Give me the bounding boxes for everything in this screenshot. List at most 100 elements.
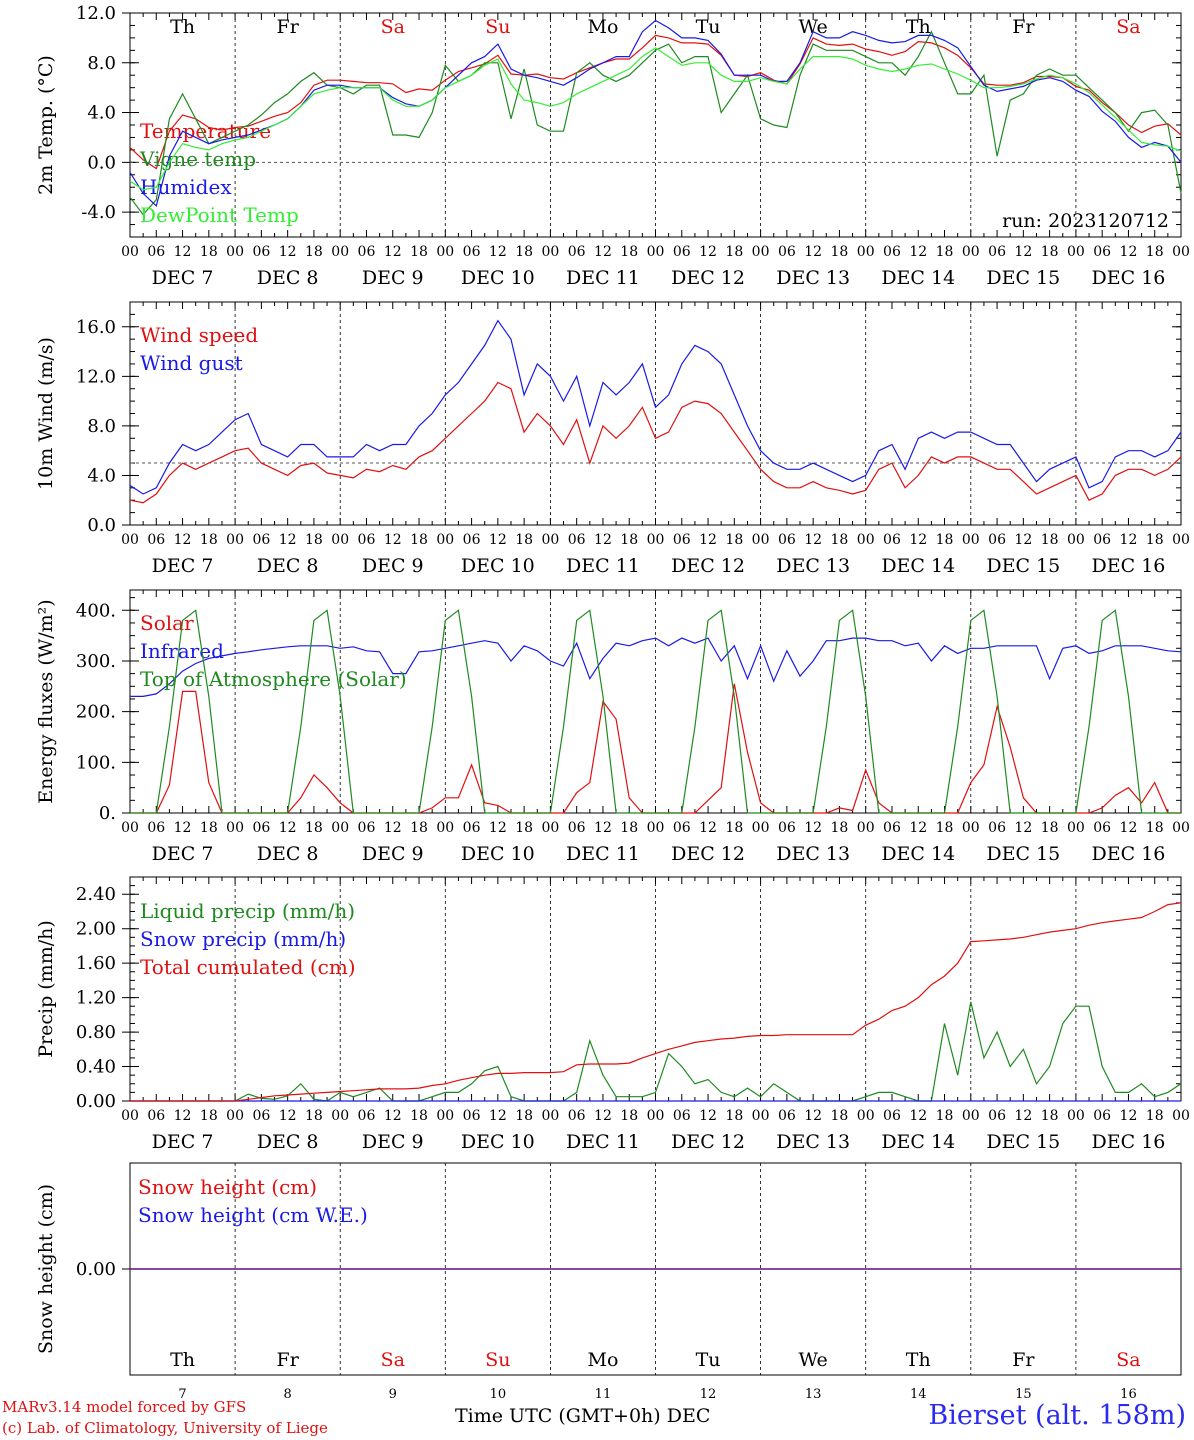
hour-tick-label: 12 <box>279 244 297 260</box>
hour-tick-label: 12 <box>174 820 192 836</box>
hour-tick-label: 00 <box>857 1108 875 1124</box>
hour-tick-label: 12 <box>1014 244 1032 260</box>
date-label: DEC 12 <box>671 267 745 289</box>
date-label: DEC 9 <box>362 1131 424 1153</box>
hour-tick-label: 00 <box>962 532 980 548</box>
model-credit: MARv3.14 model forced by GFS <box>2 1398 247 1416</box>
weekday-label: Sa <box>1116 1349 1140 1371</box>
hour-tick-label: 00 <box>1067 1108 1085 1124</box>
hour-tick-label: 18 <box>831 820 849 836</box>
date-label: DEC 14 <box>881 843 955 865</box>
date-label: DEC 10 <box>461 267 535 289</box>
hour-tick-label: 06 <box>673 1108 691 1124</box>
hour-tick-label: 12 <box>174 532 192 548</box>
hour-tick-label: 00 <box>1067 244 1085 260</box>
hour-tick-label: 18 <box>725 820 743 836</box>
hour-tick-label: 06 <box>358 820 376 836</box>
hour-tick-label: 06 <box>778 532 796 548</box>
series-line-infrared <box>130 637 1182 697</box>
hour-tick-label: 12 <box>1014 532 1032 548</box>
date-label: DEC 15 <box>986 843 1060 865</box>
date-label: DEC 9 <box>362 267 424 289</box>
date-label: DEC 7 <box>152 843 214 865</box>
hour-tick-label: 18 <box>515 244 533 260</box>
legend-entry: DewPoint Temp <box>140 203 299 227</box>
hour-tick-label: 06 <box>988 820 1006 836</box>
weekday-label: Fr <box>277 1349 300 1371</box>
hour-tick-label: 06 <box>1093 532 1111 548</box>
hour-tick-label: 00 <box>857 532 875 548</box>
hour-tick-label: 06 <box>358 532 376 548</box>
hour-tick-label: 18 <box>410 1108 428 1124</box>
hour-tick-label: 00 <box>647 532 665 548</box>
hour-tick-label: 12 <box>384 820 402 836</box>
hour-tick-label: 00 <box>331 244 349 260</box>
hour-tick-label: 18 <box>936 820 954 836</box>
hour-tick-label: 18 <box>200 244 218 260</box>
hour-tick-label: 06 <box>463 244 481 260</box>
panel-5: 0.00 Snow height (cm) Th Fr Sa Su Mo Tu We Th Fr Sa… <box>35 1162 1182 1402</box>
weekday-label: We <box>799 16 828 38</box>
hour-tick-label: 00 <box>1172 820 1190 836</box>
hour-tick-label: 12 <box>699 820 717 836</box>
series-line-temperature <box>129 34 1182 170</box>
date-label: DEC 11 <box>566 843 640 865</box>
hour-tick-label: 00 <box>541 532 559 548</box>
hour-tick-label: 18 <box>936 532 954 548</box>
day-number-label: 14 <box>910 1387 927 1402</box>
hour-tick-label: 18 <box>1041 532 1059 548</box>
hour-tick-label: 00 <box>647 244 665 260</box>
station-label: Bierset (alt. 158m) <box>928 1400 1186 1431</box>
hour-tick-label: 00 <box>962 820 980 836</box>
hour-tick-label: 00 <box>226 820 244 836</box>
hour-tick-label: 00 <box>331 532 349 548</box>
weekday-label: Th <box>170 1349 195 1371</box>
date-label: DEC 15 <box>986 1131 1060 1153</box>
hour-tick-label: 00 <box>1067 532 1085 548</box>
hour-tick-label: 12 <box>1120 244 1138 260</box>
hour-tick-label: 12 <box>489 532 507 548</box>
hour-tick-label: 12 <box>594 820 612 836</box>
hour-tick-label: 00 <box>436 244 454 260</box>
y-tick-label: 300. <box>76 651 116 672</box>
hour-tick-label: 18 <box>1041 1108 1059 1124</box>
y-tick-label: 2.40 <box>76 884 116 905</box>
hour-tick-label: 12 <box>384 1108 402 1124</box>
weekday-label: Sa <box>1116 16 1140 38</box>
hour-tick-label: 06 <box>778 820 796 836</box>
y-tick-label: 0.80 <box>76 1022 116 1043</box>
hour-tick-label: 06 <box>988 532 1006 548</box>
hour-tick-label: 18 <box>725 244 743 260</box>
weekday-label: Th <box>170 16 195 38</box>
hour-tick-label: 00 <box>857 244 875 260</box>
hour-tick-label: 18 <box>1041 820 1059 836</box>
hour-tick-label: 00 <box>331 820 349 836</box>
hour-tick-label: 06 <box>778 1108 796 1124</box>
date-label: DEC 7 <box>152 1131 214 1153</box>
hour-tick-label: 12 <box>804 532 822 548</box>
hour-tick-label: 18 <box>305 820 323 836</box>
series-line-wind-speed <box>129 381 1182 504</box>
hour-tick-label: 12 <box>1120 1108 1138 1124</box>
hour-tick-label: 12 <box>1014 820 1032 836</box>
date-label: DEC 9 <box>362 843 424 865</box>
date-label: DEC 8 <box>257 843 319 865</box>
date-label: DEC 10 <box>461 555 535 577</box>
weekday-label: Su <box>485 16 510 38</box>
date-label: DEC 12 <box>671 843 745 865</box>
y-tick-label: 0.00 <box>76 1091 116 1112</box>
y-tick-label: 2.00 <box>76 919 116 940</box>
date-label: DEC 16 <box>1092 843 1166 865</box>
y-tick-label: 400. <box>76 600 116 621</box>
weekday-label: Fr <box>1012 1349 1035 1371</box>
weekday-label: We <box>799 1349 828 1371</box>
hour-tick-label: 06 <box>252 244 270 260</box>
date-label: DEC 8 <box>257 1131 319 1153</box>
y-tick-label: 0. <box>99 803 116 824</box>
hour-tick-label: 18 <box>305 244 323 260</box>
time-axis-label: Time UTC (GMT+0h) DEC <box>455 1405 711 1427</box>
y-tick-label: 8.0 <box>87 416 116 437</box>
hour-tick-label: 18 <box>831 244 849 260</box>
hour-tick-label: 06 <box>1093 1108 1111 1124</box>
hour-tick-label: 12 <box>594 244 612 260</box>
